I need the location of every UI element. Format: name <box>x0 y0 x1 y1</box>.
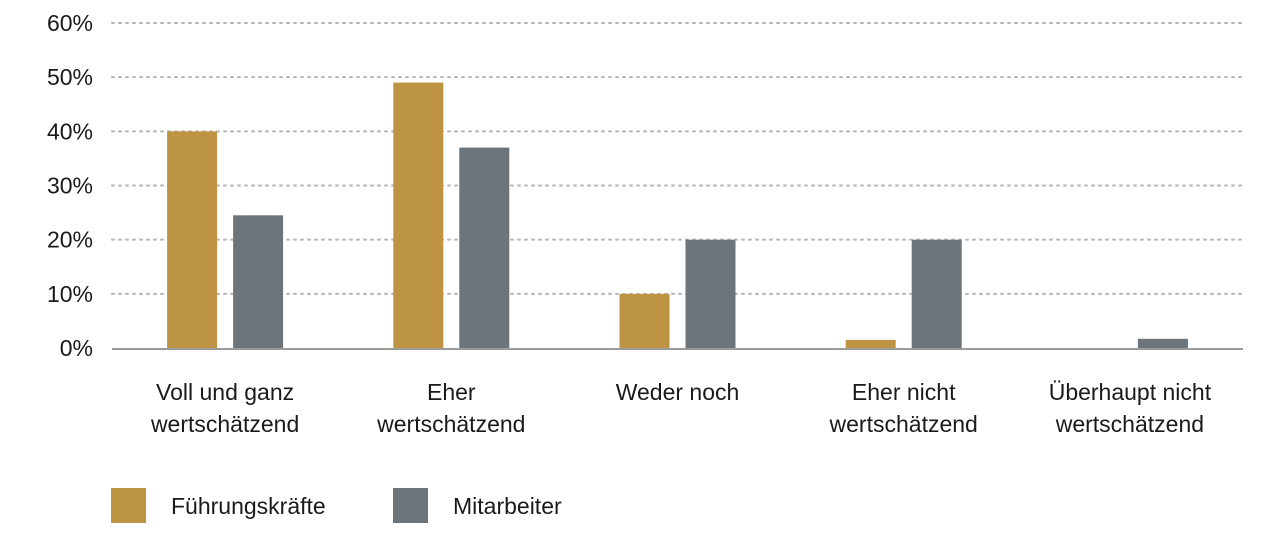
category-label-line: Voll und ganz <box>156 379 294 405</box>
bar <box>459 147 510 348</box>
category-label: Weder noch <box>616 379 740 405</box>
legend-label: Führungskräfte <box>171 493 326 519</box>
bar <box>685 239 736 348</box>
gridlines <box>111 22 1244 295</box>
category-label-line: wertschätzend <box>1055 411 1204 437</box>
legend-swatch <box>393 488 428 523</box>
legend-swatch <box>111 488 146 523</box>
category-label: Überhaupt nicht wertschätzend <box>1049 379 1212 437</box>
bar <box>393 82 444 348</box>
bar <box>845 339 896 348</box>
y-tick-label: 30% <box>47 173 93 199</box>
category-label: Eher nicht wertschätzend <box>829 379 978 437</box>
category-label: Voll und ganz wertschätzend <box>150 379 299 437</box>
y-tick-label: 50% <box>47 64 93 90</box>
y-tick-label: 0% <box>60 335 93 361</box>
bar <box>167 131 218 348</box>
legend: Führungskräfte Mitarbeiter <box>111 488 562 523</box>
y-tick-label: 40% <box>47 118 93 144</box>
category-label-line: Weder noch <box>616 379 740 405</box>
category-label-line: wertschätzend <box>829 411 978 437</box>
y-tick-label: 60% <box>47 10 93 36</box>
y-axis-ticks: 0% 10% 20% 30% 40% 50% 60% <box>47 10 93 361</box>
category-label-line: wertschätzend <box>376 411 525 437</box>
category-label-line: Eher nicht <box>852 379 956 405</box>
y-tick-label: 10% <box>47 281 93 307</box>
category-label-line: Eher <box>427 379 476 405</box>
legend-label: Mitarbeiter <box>453 493 562 519</box>
bar <box>1137 338 1188 348</box>
bars <box>167 82 1188 348</box>
category-label-line: wertschätzend <box>150 411 299 437</box>
category-label-line: Überhaupt nicht <box>1049 379 1212 405</box>
bar <box>233 215 284 348</box>
category-labels: Voll und ganz wertschätzend Eher wertschätz… <box>150 379 1212 437</box>
bar <box>911 239 962 348</box>
category-label: Eher wertschätzend <box>376 379 525 437</box>
bar <box>619 293 670 348</box>
y-tick-label: 20% <box>47 227 93 253</box>
